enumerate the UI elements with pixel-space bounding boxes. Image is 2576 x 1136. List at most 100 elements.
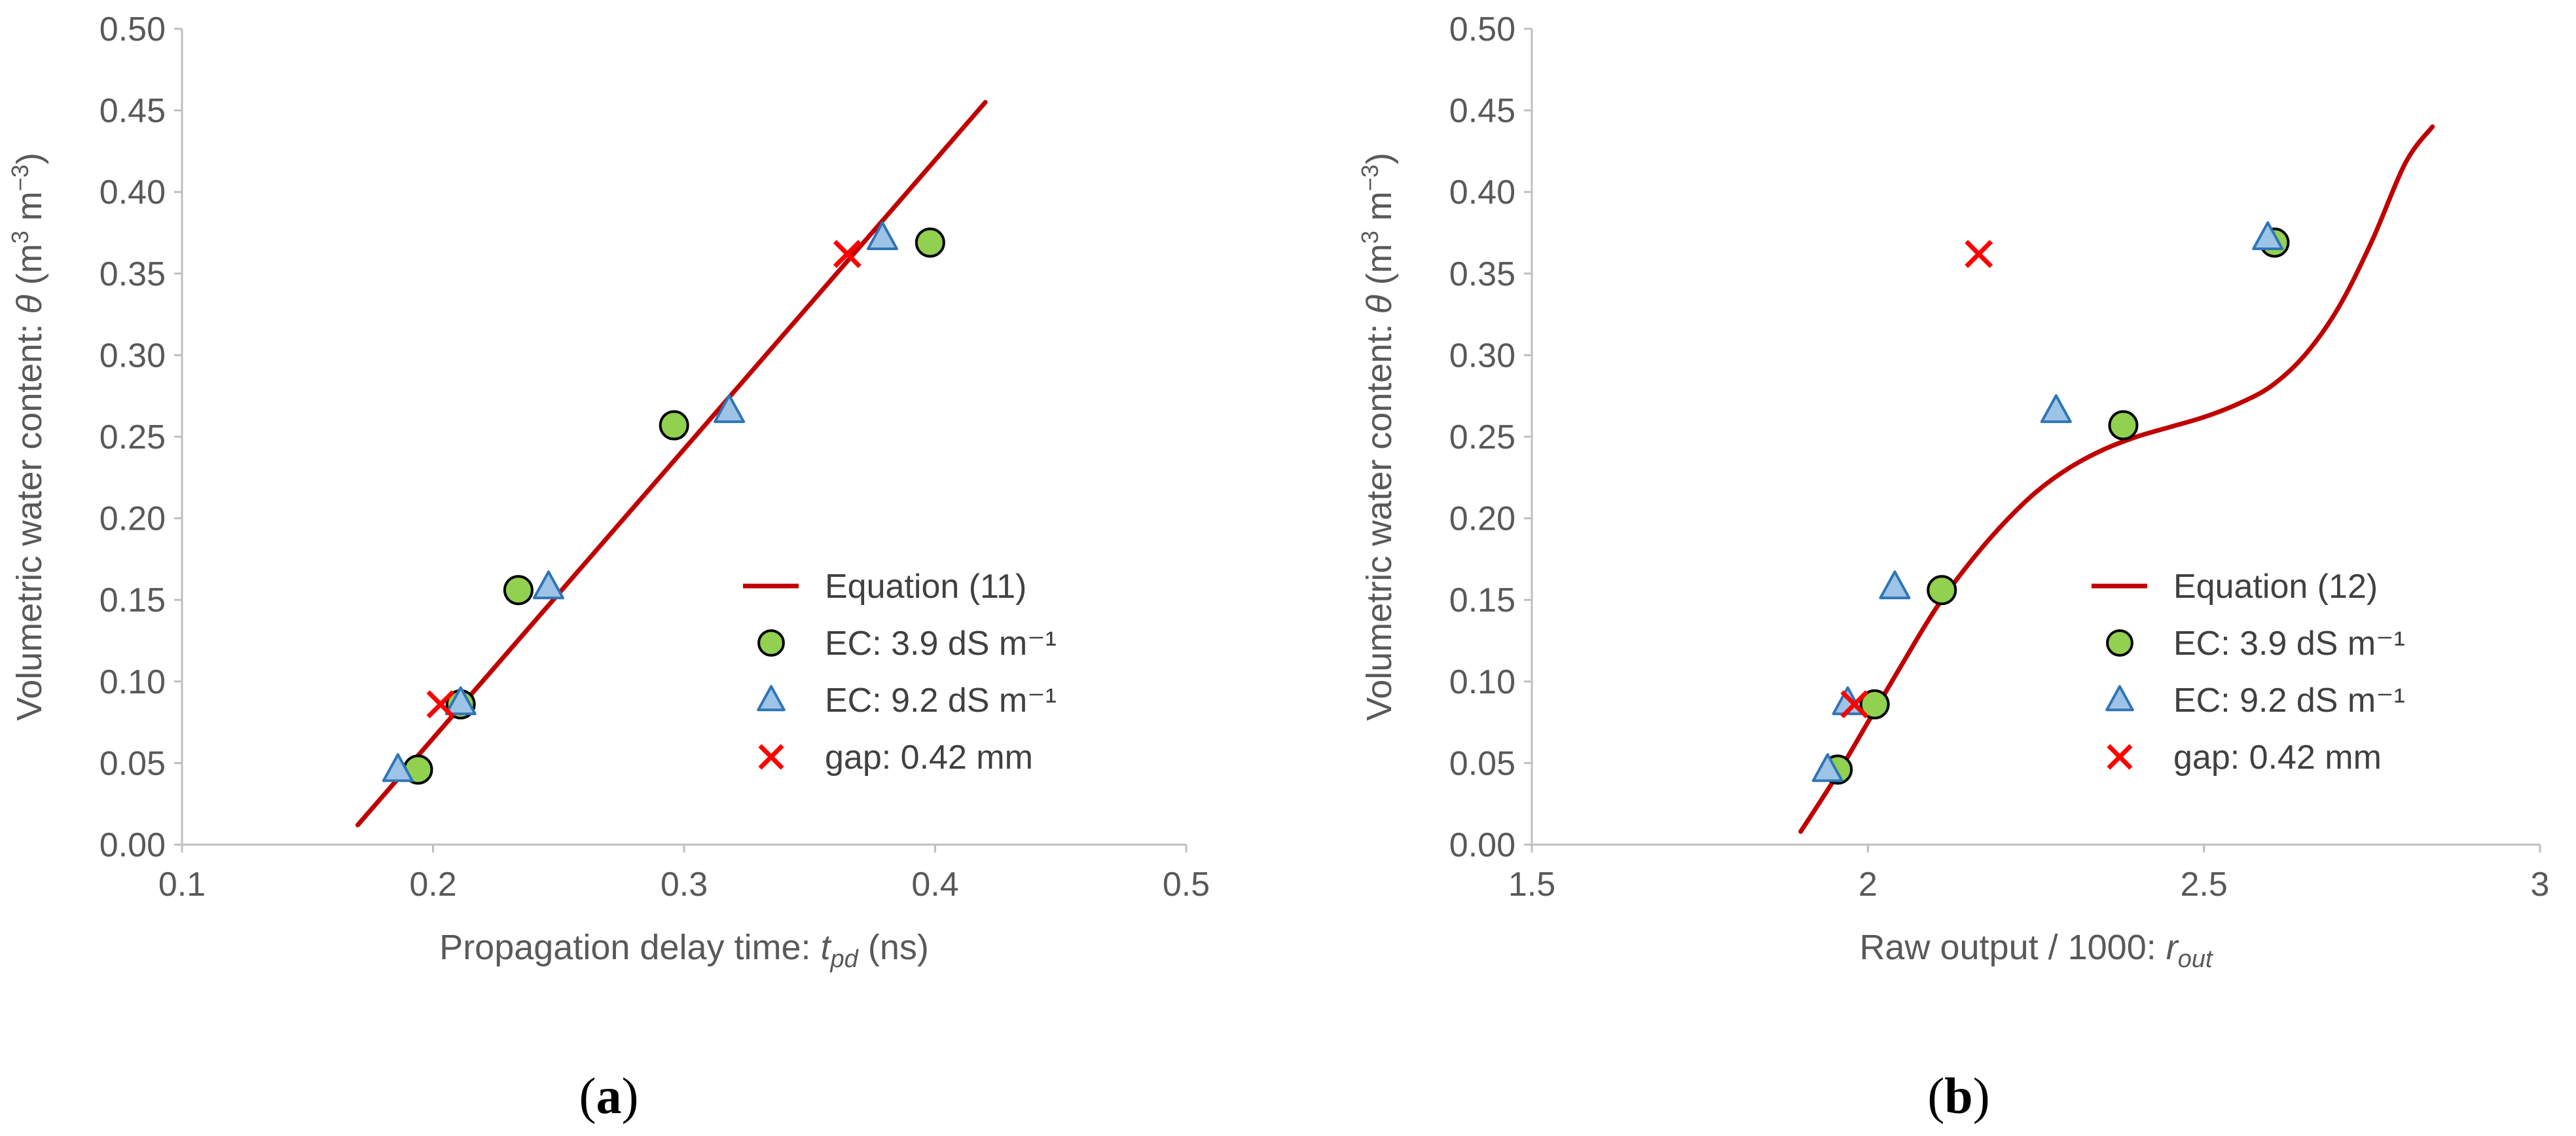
legend: Equation (12) EC: 3.9 dS m⁻¹ EC: 9.2 dS m⁻… bbox=[2092, 568, 2405, 777]
y-axis-title-symbol: θ bbox=[10, 295, 49, 314]
legend: Equation (11) EC: 3.9 dS m⁻¹ EC: 9.2 dS m⁻… bbox=[743, 568, 1057, 777]
y-tick-label: 0.00 bbox=[100, 826, 166, 864]
y-tick-label: 0.15 bbox=[1449, 581, 1515, 619]
x-axis-title-symbol: r bbox=[2166, 928, 2179, 967]
data-point-circle bbox=[1927, 575, 1957, 606]
series-cross bbox=[1840, 240, 1993, 719]
y-axis-title-unit: m bbox=[1360, 191, 1399, 230]
x-tick-label: 0.2 bbox=[409, 866, 456, 904]
x-tick-label: 2.5 bbox=[2181, 866, 2228, 904]
legend-label: EC: 9.2 dS m⁻¹ bbox=[2173, 682, 2405, 720]
panel-label: (b) bbox=[1927, 1067, 1989, 1124]
legend-label: gap: 0.42 mm bbox=[825, 739, 1033, 777]
y-tick-label: 0.50 bbox=[100, 10, 166, 48]
x-tick-label: 0.5 bbox=[1163, 866, 1210, 904]
y-tick-label: 0.05 bbox=[100, 744, 166, 782]
x-tick-label: 0.4 bbox=[911, 866, 958, 904]
legend-label: EC: 3.9 dS m⁻¹ bbox=[825, 625, 1057, 663]
y-tick-label: 0.00 bbox=[1449, 826, 1515, 864]
x-axis-title-symbol: t bbox=[821, 928, 832, 967]
y-axis-title-superscript: −3 bbox=[1356, 164, 1383, 191]
data-point-circle bbox=[503, 575, 534, 606]
legend-label: EC: 9.2 dS m⁻¹ bbox=[825, 682, 1057, 720]
series-line bbox=[1798, 124, 2435, 834]
y-tick-label: 0.35 bbox=[1449, 255, 1515, 293]
legend-circle-swatch bbox=[757, 629, 785, 657]
x-tick-label: 2 bbox=[1859, 866, 1878, 904]
y-axis-title-unit: (m bbox=[1360, 244, 1399, 295]
x-axis-title-text: Raw output / 1000: bbox=[1859, 928, 2166, 967]
y-tick-label: 0.25 bbox=[1449, 418, 1515, 456]
y-axis-title-text: Volumetric water content: bbox=[1360, 314, 1399, 721]
x-tick-label: 0.3 bbox=[661, 866, 708, 904]
data-point-circle bbox=[2108, 410, 2139, 441]
legend-cross-swatch bbox=[2107, 744, 2133, 770]
y-tick-label: 0.20 bbox=[1449, 500, 1515, 538]
y-tick-label: 0.20 bbox=[100, 500, 166, 538]
data-point-triangle bbox=[866, 221, 898, 250]
panel-label-paren: ) bbox=[1973, 1067, 1990, 1124]
data-point-triangle bbox=[1879, 570, 1911, 600]
data-point-circle bbox=[915, 227, 945, 258]
panel-label-letter: b bbox=[1944, 1067, 1972, 1124]
legend-label: gap: 0.42 mm bbox=[2173, 739, 2382, 777]
y-tick-label: 0.05 bbox=[1449, 744, 1515, 782]
data-point-circle bbox=[1859, 689, 1890, 720]
y-tick-label: 0.40 bbox=[100, 174, 166, 211]
y-axis-title-unit: ) bbox=[10, 153, 49, 164]
y-tick-label: 0.50 bbox=[1449, 10, 1515, 48]
legend-label: Equation (12) bbox=[2173, 568, 2378, 606]
legend-triangle-swatch bbox=[757, 685, 786, 712]
data-point-cross bbox=[1965, 240, 1993, 268]
data-point-cross bbox=[1840, 690, 1869, 719]
series-triangle bbox=[382, 221, 898, 782]
x-axis-title-subscript: out bbox=[2178, 945, 2213, 973]
y-axis-title-superscript: −3 bbox=[7, 164, 33, 191]
equation-curve bbox=[1798, 124, 2435, 834]
y-tick-label: 0.15 bbox=[100, 581, 166, 619]
legend-cross-swatch bbox=[758, 744, 784, 770]
y-axis-title-unit: m bbox=[10, 191, 49, 230]
data-point-circle bbox=[659, 410, 689, 441]
x-axis-title: Raw output / 1000: rout bbox=[1859, 928, 2213, 973]
panel-label-letter: a bbox=[596, 1067, 622, 1124]
data-point-cross bbox=[426, 690, 455, 719]
data-point-cross bbox=[833, 240, 862, 268]
y-tick-label: 0.25 bbox=[100, 418, 166, 456]
y-tick-label: 0.45 bbox=[100, 92, 166, 130]
y-tick-label: 0.45 bbox=[1449, 92, 1515, 130]
panel-label-paren: ) bbox=[622, 1067, 639, 1124]
y-axis-title-superscript: 3 bbox=[7, 230, 33, 244]
y-tick-label: 0.30 bbox=[100, 337, 166, 375]
data-point-triangle bbox=[2040, 394, 2072, 424]
panel-b: 0.00 0.05 0.10 0.15 0.20 0.25 0.30 0.35 0.40 0.45… bbox=[1356, 10, 2549, 1124]
x-tick-label: 3 bbox=[2531, 866, 2550, 904]
data-point-triangle bbox=[2252, 221, 2284, 250]
y-tick-label: 0.10 bbox=[1449, 663, 1515, 701]
x-axis-title-unit: (ns) bbox=[858, 928, 929, 967]
legend-label: EC: 3.9 dS m⁻¹ bbox=[2173, 625, 2405, 663]
y-axis-title-symbol: θ bbox=[1360, 295, 1399, 314]
data-point-triangle bbox=[1811, 753, 1843, 782]
series-cross bbox=[426, 240, 862, 719]
legend-circle-swatch bbox=[2106, 629, 2133, 657]
y-tick-label: 0.10 bbox=[100, 663, 166, 701]
data-point-triangle bbox=[382, 753, 414, 782]
y-axis-title: Volumetric water content: θ (m3 m−3) bbox=[1356, 153, 1399, 721]
x-tick-label: 0.1 bbox=[158, 866, 206, 904]
y-tick-label: 0.30 bbox=[1449, 337, 1515, 375]
x-axis-title-subscript: pd bbox=[830, 945, 860, 973]
legend-triangle-swatch bbox=[2105, 685, 2134, 712]
y-tick-label: 0.35 bbox=[100, 255, 166, 293]
y-axis-title-unit: (m bbox=[10, 244, 49, 295]
y-axis-title-unit: ) bbox=[1360, 153, 1399, 164]
panel-label-paren: ( bbox=[579, 1067, 596, 1124]
y-axis-title-text: Volumetric water content: bbox=[10, 314, 49, 721]
data-point-triangle bbox=[532, 570, 564, 600]
y-axis-title: Volumetric water content: θ (m3 m−3) bbox=[7, 153, 49, 721]
x-tick-label: 1.5 bbox=[1508, 866, 1555, 904]
x-axis-title: Propagation delay time: tpd (ns) bbox=[439, 928, 929, 973]
y-tick-label: 0.40 bbox=[1449, 174, 1515, 211]
data-point-triangle bbox=[714, 394, 746, 424]
